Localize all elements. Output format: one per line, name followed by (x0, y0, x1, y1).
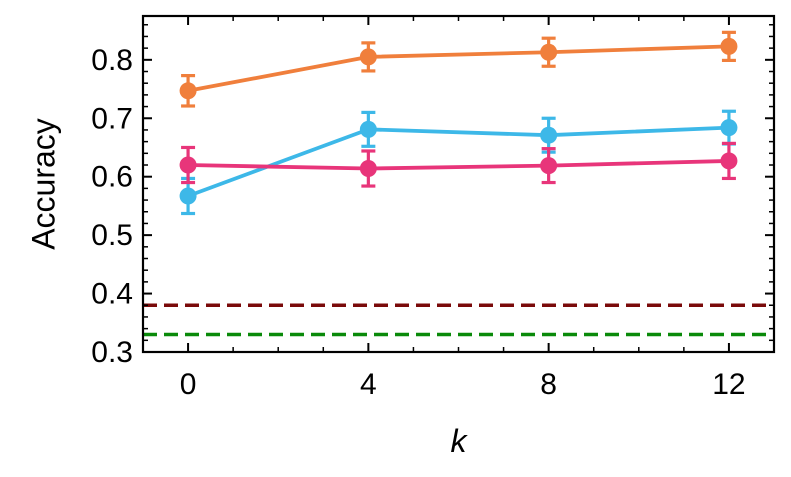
y-tick-label: 0.7 (91, 102, 133, 135)
y-tick-label: 0.5 (91, 219, 133, 252)
series-2-line (188, 159, 729, 171)
x-tick-label: 4 (360, 368, 377, 401)
x-axis-label: k (451, 423, 469, 459)
series-2-point-0 (179, 156, 197, 174)
x-tick-label: 12 (712, 368, 745, 401)
plot-frame (141, 14, 776, 354)
series-1-point-0 (179, 187, 197, 205)
series-2-point-3 (720, 152, 738, 170)
x-tick-label: 8 (540, 368, 557, 401)
x-tick-label: 0 (180, 368, 197, 401)
series-1-point-2 (540, 126, 558, 144)
series-0-point-1 (359, 48, 377, 66)
y-tick-label: 0.3 (91, 336, 133, 369)
series-2-point-2 (540, 157, 558, 175)
series-2-point-1 (359, 160, 377, 178)
series-0-point-3 (720, 37, 738, 55)
series-1-point-1 (359, 120, 377, 138)
y-tick-label: 0.4 (91, 278, 133, 311)
axes: 0 4 8 12 0.3 0.4 0.5 0.6 0.7 0.8 (91, 14, 776, 401)
y-tick-label: 0.6 (91, 161, 133, 194)
y-tick-label: 0.8 (91, 44, 133, 77)
y-axis-label: Accuracy (25, 118, 61, 250)
series-1-line (187, 125, 730, 198)
plot-area (143, 30, 774, 337)
series-0-line (187, 44, 729, 93)
series-0-point-2 (540, 43, 558, 61)
series-1-point-3 (720, 119, 738, 137)
series-0-point-0 (179, 82, 197, 100)
